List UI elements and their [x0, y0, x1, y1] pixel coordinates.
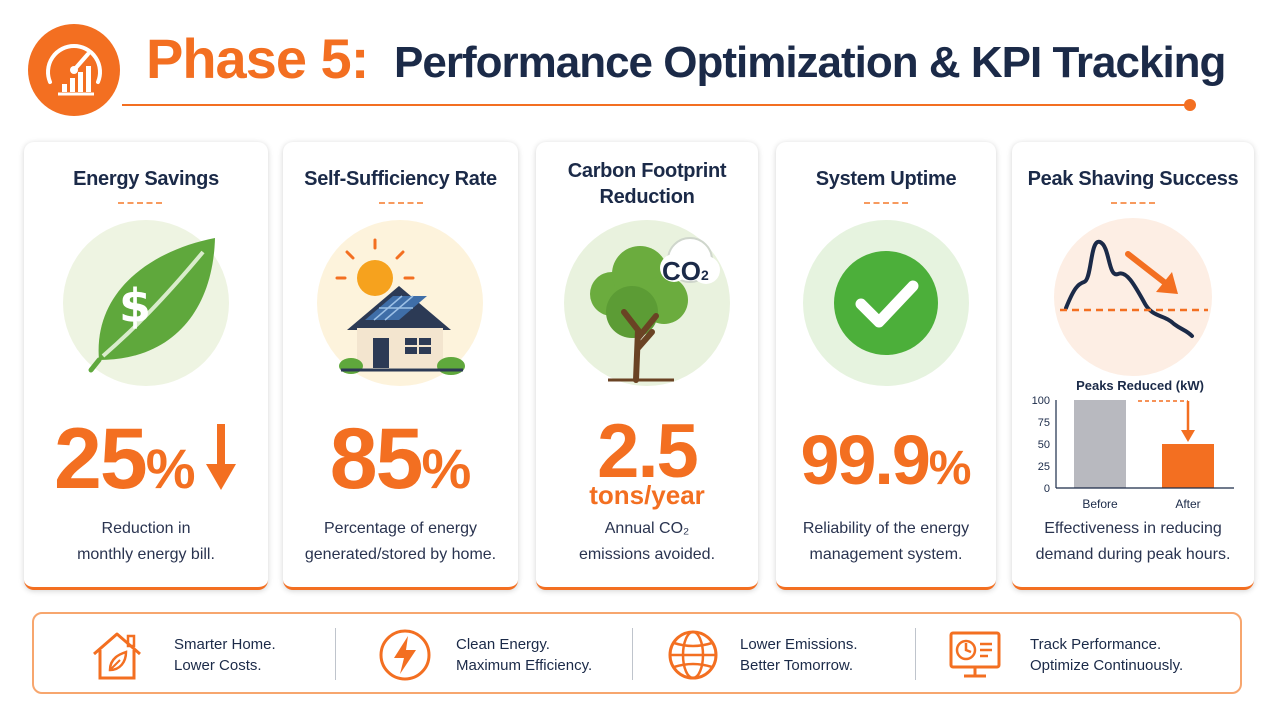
kpi-description-line: demand during peak hours. [1035, 546, 1231, 563]
kpi-title: Peak Shaving Success [1027, 168, 1239, 190]
kpi-description-line: Effectiveness in reducing [1044, 520, 1222, 537]
kpi-description-line: management system. [809, 546, 963, 563]
kpi-description: Effectiveness in reducing demand during … [1012, 516, 1254, 568]
kpi-title: System Uptime [815, 168, 957, 190]
kpi-value: 25 [54, 411, 148, 507]
banner-line: Maximum Efficiency. [456, 657, 593, 674]
page-phase-label: Phase 5: [146, 27, 369, 90]
kpi-description-line: Reduction in [101, 520, 191, 537]
kpi-title-line: Carbon Footprint [567, 160, 727, 182]
globe-icon [668, 630, 718, 680]
kpi-description-line: Annual CO₂ [604, 520, 690, 537]
kpi-value: 99.9 [800, 421, 931, 499]
monitor-dashboard-icon [949, 631, 1001, 678]
kpi-unit: tons/year [589, 480, 705, 510]
speedometer-bar-chart-icon [28, 24, 120, 116]
title-divider [1111, 202, 1155, 204]
kpi-value-row: 99.9% [776, 420, 996, 500]
title-underline [122, 104, 1188, 106]
co2-label: CO2 [662, 256, 709, 286]
chart-title: Peaks Reduced (kW) [1076, 378, 1204, 393]
banner-text: Track Performance. Optimize Continuously… [1030, 634, 1183, 676]
kpi-value: 85 [329, 411, 424, 507]
banner-line: Better Tomorrow. [740, 657, 854, 674]
kpi-description-line: generated/stored by home. [304, 546, 497, 563]
leaf-dollar-icon: $ [63, 220, 229, 386]
svg-text:$: $ [119, 279, 151, 333]
kpi-description-line: monthly energy bill. [77, 546, 215, 563]
banner-item: Smarter Home. Lower Costs. [84, 614, 334, 692]
title-divider [118, 202, 162, 204]
y-tick-label: 0 [1044, 483, 1050, 495]
lightning-bolt-icon [379, 629, 431, 681]
page-title: Performance Optimization & KPI Tracking [394, 38, 1226, 87]
banner-divider [632, 628, 633, 680]
bottom-banner: Smarter Home. Lower Costs. Clean Energy.… [32, 612, 1242, 694]
title-underline-dot [1184, 99, 1196, 111]
x-tick-label: After [1175, 497, 1200, 511]
title-divider [864, 202, 908, 204]
kpi-description: Reliability of the energy management sys… [776, 516, 996, 568]
banner-line: Lower Emissions. [740, 636, 858, 653]
title-divider [379, 202, 423, 204]
kpi-title: Energy Savings [73, 168, 219, 190]
kpi-title: Carbon Footprint Reduction [536, 158, 758, 210]
kpi-description: Annual CO₂ emissions avoided. [536, 516, 758, 568]
kpi-unit: % [421, 437, 472, 500]
kpi-description-line: Percentage of energy [324, 520, 477, 537]
kpi-description: Reduction in monthly energy bill. [24, 516, 268, 568]
banner-item: Track Performance. Optimize Continuously… [946, 614, 1226, 692]
banner-line: Optimize Continuously. [1030, 657, 1184, 674]
y-tick-label: 25 [1038, 461, 1050, 473]
kpi-value: 2.5 [597, 409, 699, 494]
kpi-card-energy-savings: Energy Savings $ 25% Reduction in monthl… [24, 142, 268, 590]
bar-after [1162, 444, 1214, 488]
header: Phase 5: Performance Optimization & KPI … [0, 0, 1280, 130]
peak-curve-icon [1054, 218, 1212, 376]
tree-co2-icon: CO2 [564, 220, 730, 386]
house-leaf-icon [93, 632, 141, 680]
kpi-description-line: Reliability of the energy [802, 520, 970, 537]
solar-house-icon [317, 220, 483, 386]
banner-divider [915, 628, 916, 680]
kpi-description: Percentage of energy generated/stored by… [283, 516, 518, 568]
banner-text: Lower Emissions. Better Tomorrow. [740, 634, 858, 676]
kpi-card-self-sufficiency: Self-Sufficiency Rate 85% Percentage of [283, 142, 518, 590]
y-tick-label: 75 [1038, 417, 1050, 429]
kpi-value-row: 85% [283, 410, 518, 509]
y-tick-label: 50 [1038, 439, 1050, 451]
kpi-description-line: emissions avoided. [578, 546, 716, 563]
x-tick-label: Before [1082, 497, 1118, 511]
peaks-bar-chart: Peaks Reduced (kW) 100 75 50 25 0 Before After [1032, 378, 1234, 511]
kpi-title: Self-Sufficiency Rate [304, 168, 497, 190]
kpi-card-peak-shaving: Peak Shaving Success Peaks Reduced (kW) … [1012, 142, 1254, 590]
kpi-unit: % [928, 442, 972, 495]
banner-divider [335, 628, 336, 680]
banner-text: Clean Energy. Maximum Efficiency. [456, 634, 592, 676]
kpi-card-carbon-footprint: Carbon Footprint Reduction CO2 2.5 tons/… [536, 142, 758, 590]
banner-item: Clean Energy. Maximum Efficiency. [374, 614, 634, 692]
reduction-arrowhead [1181, 430, 1195, 442]
banner-line: Clean Energy. [456, 636, 550, 653]
kpi-unit: % [145, 437, 196, 500]
kpi-title-line: Reduction [599, 186, 695, 208]
banner-text: Smarter Home. Lower Costs. [174, 634, 276, 676]
banner-line: Smarter Home. [174, 636, 276, 653]
bar-before [1074, 400, 1126, 488]
banner-line: Lower Costs. [174, 657, 262, 674]
y-tick-label: 100 [1032, 395, 1050, 407]
banner-line: Track Performance. [1030, 636, 1162, 653]
kpi-value-row: 25% [24, 410, 268, 509]
check-circle-icon [803, 220, 969, 386]
kpi-card-system-uptime: System Uptime 99.9% Reliability of the e… [776, 142, 996, 590]
banner-item: Lower Emissions. Better Tomorrow. [664, 614, 924, 692]
down-arrow-icon [205, 424, 236, 490]
